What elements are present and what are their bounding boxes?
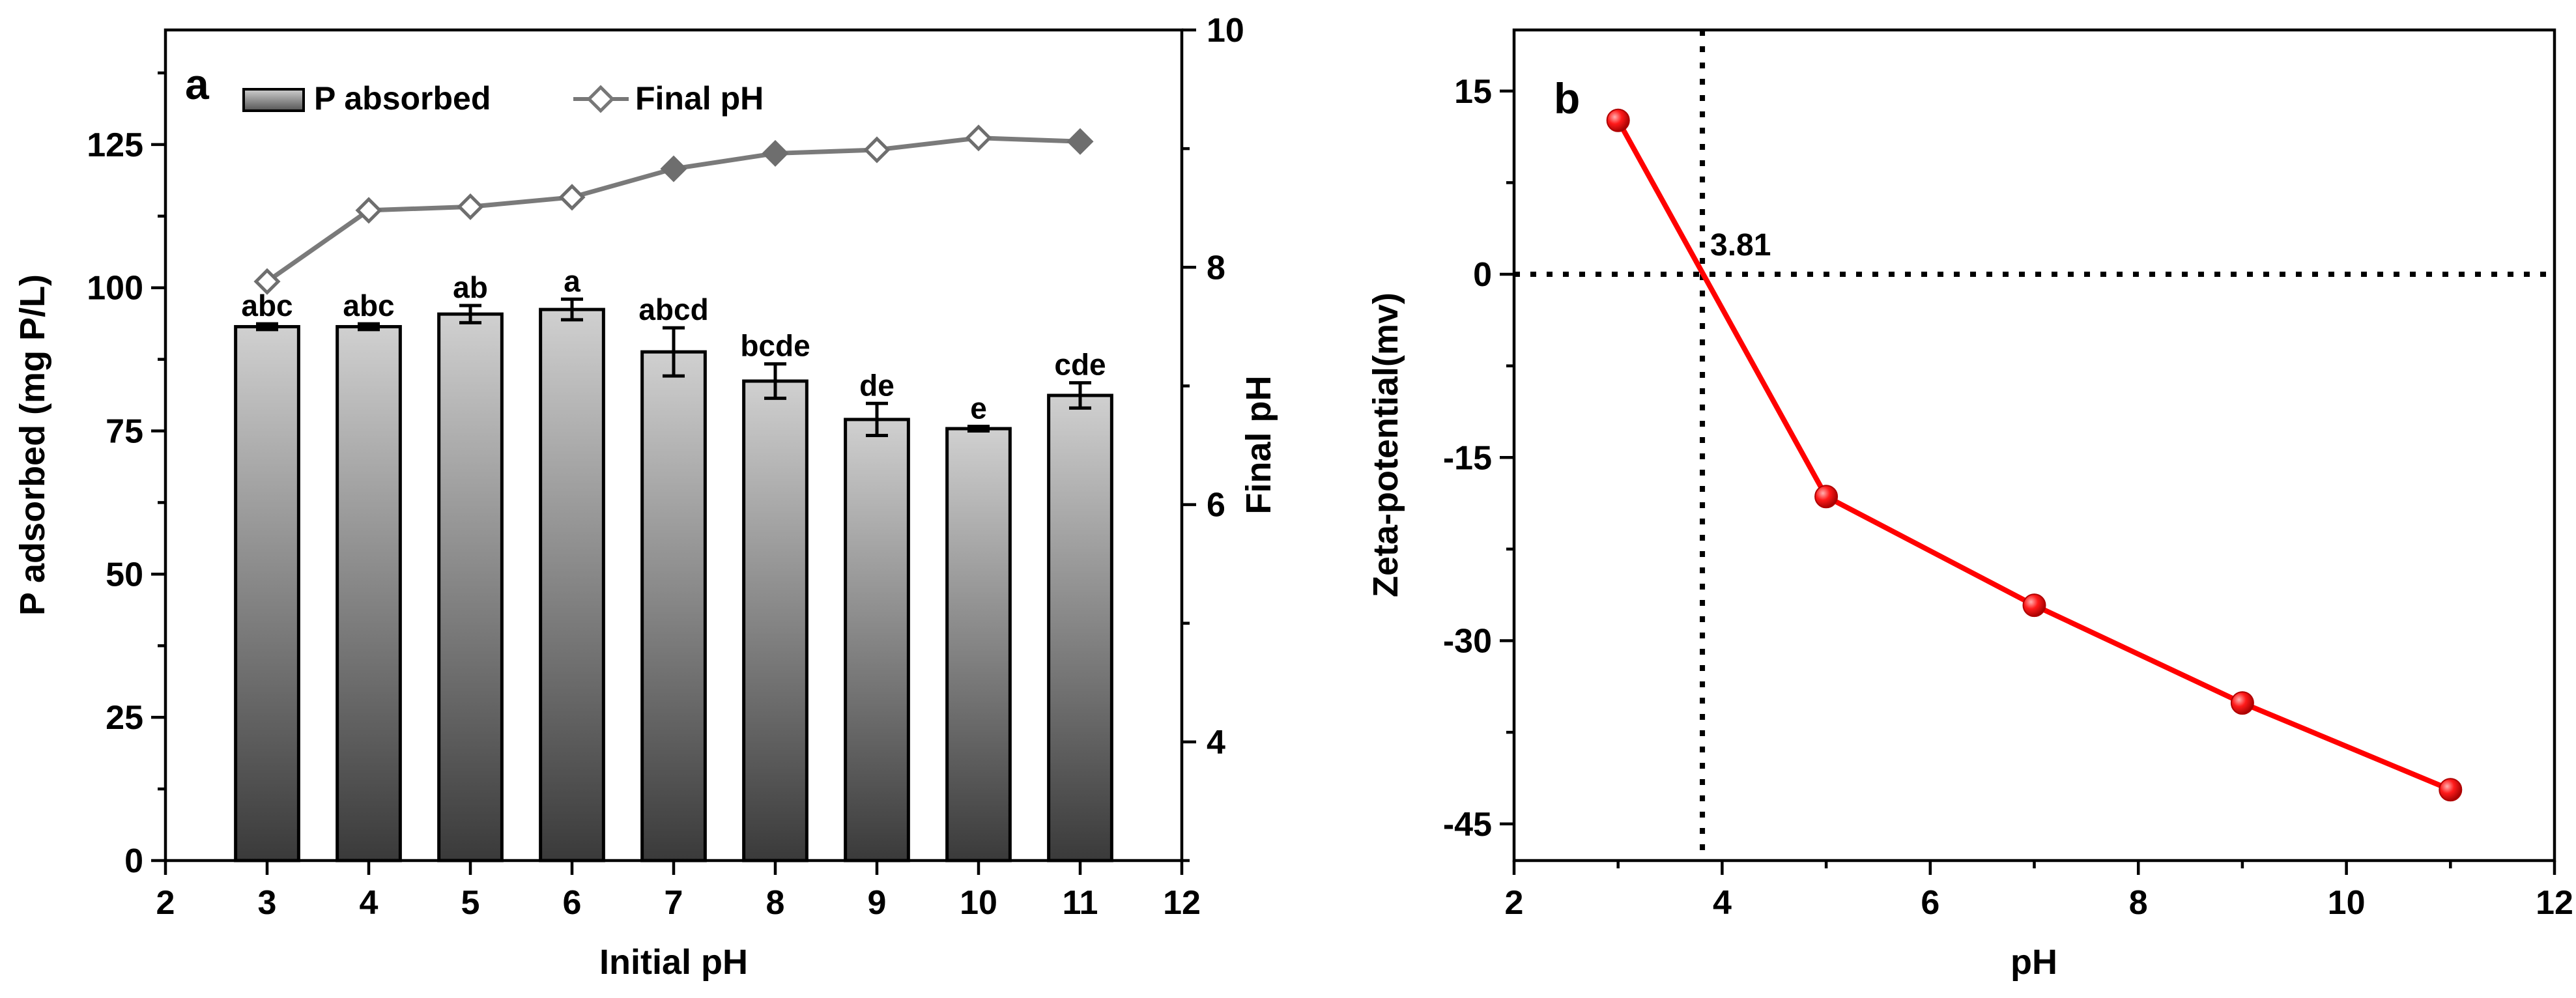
sig-label-6: a: [564, 264, 580, 298]
panel-b-x-ticks: 2 4 6 8 10 12: [1505, 861, 2573, 922]
zeta-point-ph-3: [1606, 108, 1630, 132]
b-y-tick-label-0: 0: [1473, 256, 1492, 294]
final-ph-point-11: [1066, 128, 1094, 155]
bar-p-absorbed-4: [336, 324, 402, 863]
b-y-tick-label-15: 15: [1454, 73, 1492, 111]
b-x-tick-label-12: 12: [2536, 884, 2573, 922]
b-y-tick-label--30: -30: [1443, 623, 1492, 661]
zeta-line: [1616, 119, 2452, 792]
panel-b: 2 4 6 8 10 12 -45 -30 -15 0 15 b 3.81 pH Zeta-pot…: [1366, 28, 2573, 982]
bar-p-absorbed-10: [945, 427, 1012, 863]
panel-b-label: b: [1554, 74, 1580, 122]
b-x-tick-label-10: 10: [2328, 884, 2366, 922]
final-ph-point-9: [863, 136, 891, 164]
y-tick-label-125: 125: [87, 126, 143, 164]
panel-b-zeta-series: [1606, 108, 2463, 802]
x-tick-label-3: 3: [258, 884, 277, 922]
panel-a-y-ticks: 0 25 50 75 100 125: [87, 71, 165, 880]
x-tick-label-5: 5: [461, 884, 480, 922]
panel-a-legend: P absorbed Final pH: [242, 80, 764, 117]
panel-a-y2-axis-title: Final pH: [1239, 376, 1278, 515]
panel-b-x-axis-title: pH: [2011, 943, 2057, 982]
y2-tick-label-8: 8: [1207, 249, 1225, 287]
b-x-tick-label-6: 6: [1921, 884, 1939, 922]
bar-p-absorbed-3: [234, 324, 300, 863]
zeta-point-ph-5: [1814, 485, 1839, 509]
panel-b-plot-frame: [1512, 28, 2556, 863]
y-tick-label-75: 75: [106, 413, 143, 451]
y-tick-label-25: 25: [106, 699, 143, 737]
b-y-tick-label--45: -45: [1443, 806, 1492, 844]
sig-label-7: abcd: [638, 292, 708, 326]
panel-a-errorbars: [256, 297, 1091, 438]
final-ph-point-5: [457, 193, 484, 220]
x-tick-label-8: 8: [766, 884, 785, 922]
y2-tick-label-4: 4: [1207, 724, 1225, 762]
x-tick-label-12: 12: [1163, 884, 1201, 922]
y2-tick-label-6: 6: [1207, 487, 1225, 524]
b-x-tick-label-2: 2: [1505, 884, 1524, 922]
y-tick-label-0: 0: [124, 842, 143, 880]
y2-tick-label-10: 10: [1207, 12, 1244, 50]
bar-p-absorbed-5: [437, 312, 504, 863]
bar-p-absorbed-7: [640, 350, 707, 863]
y-tick-label-100: 100: [87, 270, 143, 307]
sig-label-4: abc: [343, 289, 394, 322]
b-y-tick-label--15: -15: [1443, 439, 1492, 477]
sig-label-10: e: [970, 391, 987, 425]
final-ph-point-6: [558, 184, 586, 211]
x-tick-label-4: 4: [360, 884, 379, 922]
final-ph-point-4: [355, 197, 382, 224]
bar-p-absorbed-9: [844, 418, 910, 863]
zeta-point-ph-7: [2022, 593, 2046, 618]
sig-label-8: bcde: [740, 329, 810, 363]
x-tick-label-9: 9: [868, 884, 887, 922]
panel-b-reference-lines: [1514, 30, 2555, 861]
sig-label-5: ab: [453, 270, 488, 304]
panel-a-y2-ticks: 4 6 8 10: [1182, 12, 1244, 863]
b-x-tick-label-8: 8: [2129, 884, 2148, 922]
panel-a-x-ticks: 2 3 4 5 6 7 8 9 10 11 12: [156, 861, 1201, 922]
sig-label-11: cde: [1054, 348, 1106, 382]
bar-p-absorbed-11: [1047, 393, 1113, 863]
legend-label-final-ph: Final pH: [635, 80, 764, 117]
x-tick-label-2: 2: [156, 884, 175, 922]
final-ph-point-10: [965, 124, 992, 152]
panel-a-y-axis-title: P adsorbed (mg P/L): [13, 274, 52, 616]
final-ph-point-3: [253, 268, 281, 295]
sig-label-9: de: [859, 368, 894, 402]
x-tick-label-7: 7: [665, 884, 683, 922]
legend-label-p-absorbed: P absorbed: [314, 80, 491, 117]
panel-a-label: a: [185, 60, 210, 108]
bar-p-absorbed-8: [742, 379, 809, 863]
panel-b-iep-annotation: 3.81: [1710, 228, 1771, 263]
zeta-point-ph-11: [2439, 778, 2463, 802]
x-tick-label-11: 11: [1063, 884, 1098, 922]
panel-b-y-ticks: -45 -30 -15 0 15: [1443, 73, 1514, 844]
legend-swatch-p-absorbed: [242, 88, 305, 112]
legend-marker-final-ph: [586, 85, 615, 113]
bar-p-absorbed-6: [539, 307, 605, 863]
final-ph-point-7: [660, 155, 687, 182]
x-tick-label-10: 10: [960, 884, 997, 922]
b-x-tick-label-4: 4: [1713, 884, 1732, 922]
final-ph-point-8: [762, 139, 789, 167]
panel-b-y-axis-title: Zeta-potential(mv): [1366, 292, 1405, 597]
zeta-point-ph-9: [2230, 691, 2254, 715]
panel-a-x-axis-title: Initial pH: [599, 943, 748, 982]
y-tick-label-50: 50: [106, 556, 143, 593]
x-tick-label-6: 6: [563, 884, 582, 922]
panel-a-final-ph-series: [253, 124, 1094, 295]
